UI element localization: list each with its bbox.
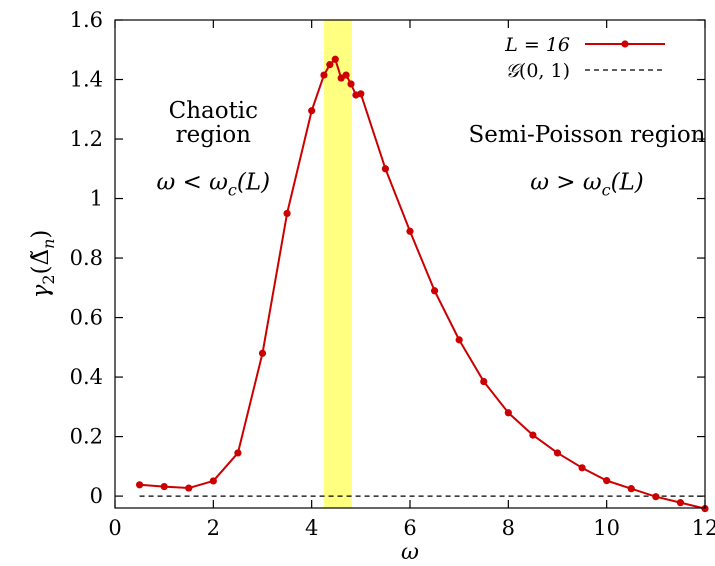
annotation-2: ω < ωc(L) — [157, 170, 271, 200]
y-tick-label: 1.6 — [70, 8, 103, 32]
data-point — [578, 464, 586, 472]
y-tick-label: 1 — [90, 187, 103, 211]
data-point — [676, 499, 685, 507]
data-point — [652, 493, 660, 501]
data-point — [381, 165, 390, 173]
data-point — [326, 61, 334, 69]
plot-frame — [114, 19, 706, 509]
y-tick-label: 1.4 — [70, 68, 103, 92]
data-point — [553, 449, 562, 457]
data-point — [406, 227, 414, 235]
data-point — [504, 409, 512, 417]
data-point — [430, 287, 439, 295]
x-axis-label: ω — [401, 540, 419, 565]
data-point — [627, 485, 635, 493]
y-tick-label: 1.2 — [70, 127, 103, 151]
data-point — [258, 349, 267, 357]
y-tick-label: 0.2 — [70, 425, 103, 449]
data-point — [342, 71, 350, 79]
data-point — [308, 107, 316, 115]
y-tick-label: 0.4 — [70, 365, 103, 389]
data-point — [209, 477, 217, 485]
x-tick-label: 8 — [502, 516, 515, 540]
data-point — [234, 449, 242, 457]
y-tick-label: 0.6 — [70, 306, 103, 330]
x-tick-label: 6 — [403, 516, 416, 540]
legend: L = 16 𝒢(0, 1) — [504, 34, 665, 82]
data-point — [455, 336, 463, 344]
annotation-3: Semi-Poisson region — [469, 122, 706, 148]
x-tick-label: 10 — [593, 516, 620, 540]
legend-label-l16: L = 16 — [504, 34, 570, 56]
x-tick-label: 12 — [692, 516, 715, 540]
y-axis-label: γ2(Δ̃n) — [28, 230, 58, 299]
legend-marker-l16 — [621, 40, 629, 48]
data-point — [160, 482, 168, 491]
data-point — [347, 80, 355, 88]
y-tick-label: 0.8 — [70, 246, 103, 270]
y-tick-label: 0 — [90, 484, 103, 508]
data-point — [357, 90, 365, 98]
data-point — [185, 484, 193, 492]
x-tick-label: 4 — [305, 516, 318, 540]
x-tick-label: 2 — [207, 516, 220, 540]
legend-label-gaussian: 𝒢(0, 1) — [505, 60, 570, 82]
svg-text:γ2(Δ̃n): γ2(Δ̃n) — [28, 230, 58, 299]
highlight-band — [323, 20, 352, 508]
annotation-1: region — [176, 122, 252, 148]
x-tick-label: 0 — [108, 516, 121, 540]
data-point — [135, 481, 144, 489]
data-point — [529, 431, 537, 439]
data-point — [480, 377, 488, 386]
data-point — [320, 71, 328, 79]
data-point — [283, 209, 291, 218]
data-point — [331, 55, 339, 63]
annotation-0: Chaotic — [169, 98, 258, 124]
annotation-4: ω > ωc(L) — [530, 170, 644, 200]
data-point — [603, 477, 611, 485]
